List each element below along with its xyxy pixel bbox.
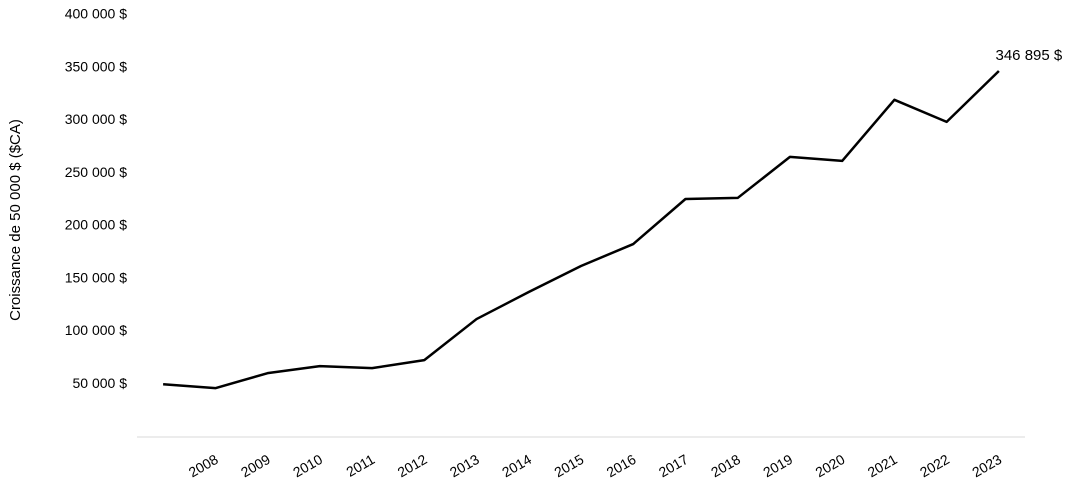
x-tick-label: 2009 <box>238 451 273 481</box>
x-tick-label: 2011 <box>343 451 377 480</box>
y-tick-label: 350 000 $ <box>65 58 127 74</box>
y-tick-label: 250 000 $ <box>65 164 127 180</box>
x-tick-label: 2017 <box>656 451 691 481</box>
y-tick-label: 400 000 $ <box>65 6 127 22</box>
y-tick-label: 100 000 $ <box>65 322 127 338</box>
y-axis-title: Croissance de 50 000 $ ($CA) <box>7 119 24 321</box>
x-tick-label: 2016 <box>604 451 639 481</box>
y-tick-label: 300 000 $ <box>65 111 127 127</box>
x-tick-label: 2022 <box>917 451 952 481</box>
y-tick-label: 50 000 $ <box>73 375 128 391</box>
x-tick-label: 2008 <box>186 451 221 481</box>
data-label: 346 895 $ <box>996 47 1063 64</box>
line-series <box>163 70 1000 390</box>
y-tick-label: 200 000 $ <box>65 217 127 233</box>
x-tick-label: 2019 <box>760 451 795 481</box>
x-tick-label: 2012 <box>395 451 430 481</box>
x-tick-label: 2023 <box>969 451 1004 481</box>
x-tick-label: 2020 <box>813 451 848 481</box>
x-tick-label: 2018 <box>708 451 743 481</box>
y-tick-label: 150 000 $ <box>65 269 127 285</box>
x-tick-label: 2015 <box>551 451 586 481</box>
x-tick-label: 2021 <box>865 451 900 481</box>
x-tick-label: 2014 <box>499 451 534 481</box>
x-tick-label: 2013 <box>447 451 482 481</box>
x-tick-label: 2010 <box>290 451 325 481</box>
